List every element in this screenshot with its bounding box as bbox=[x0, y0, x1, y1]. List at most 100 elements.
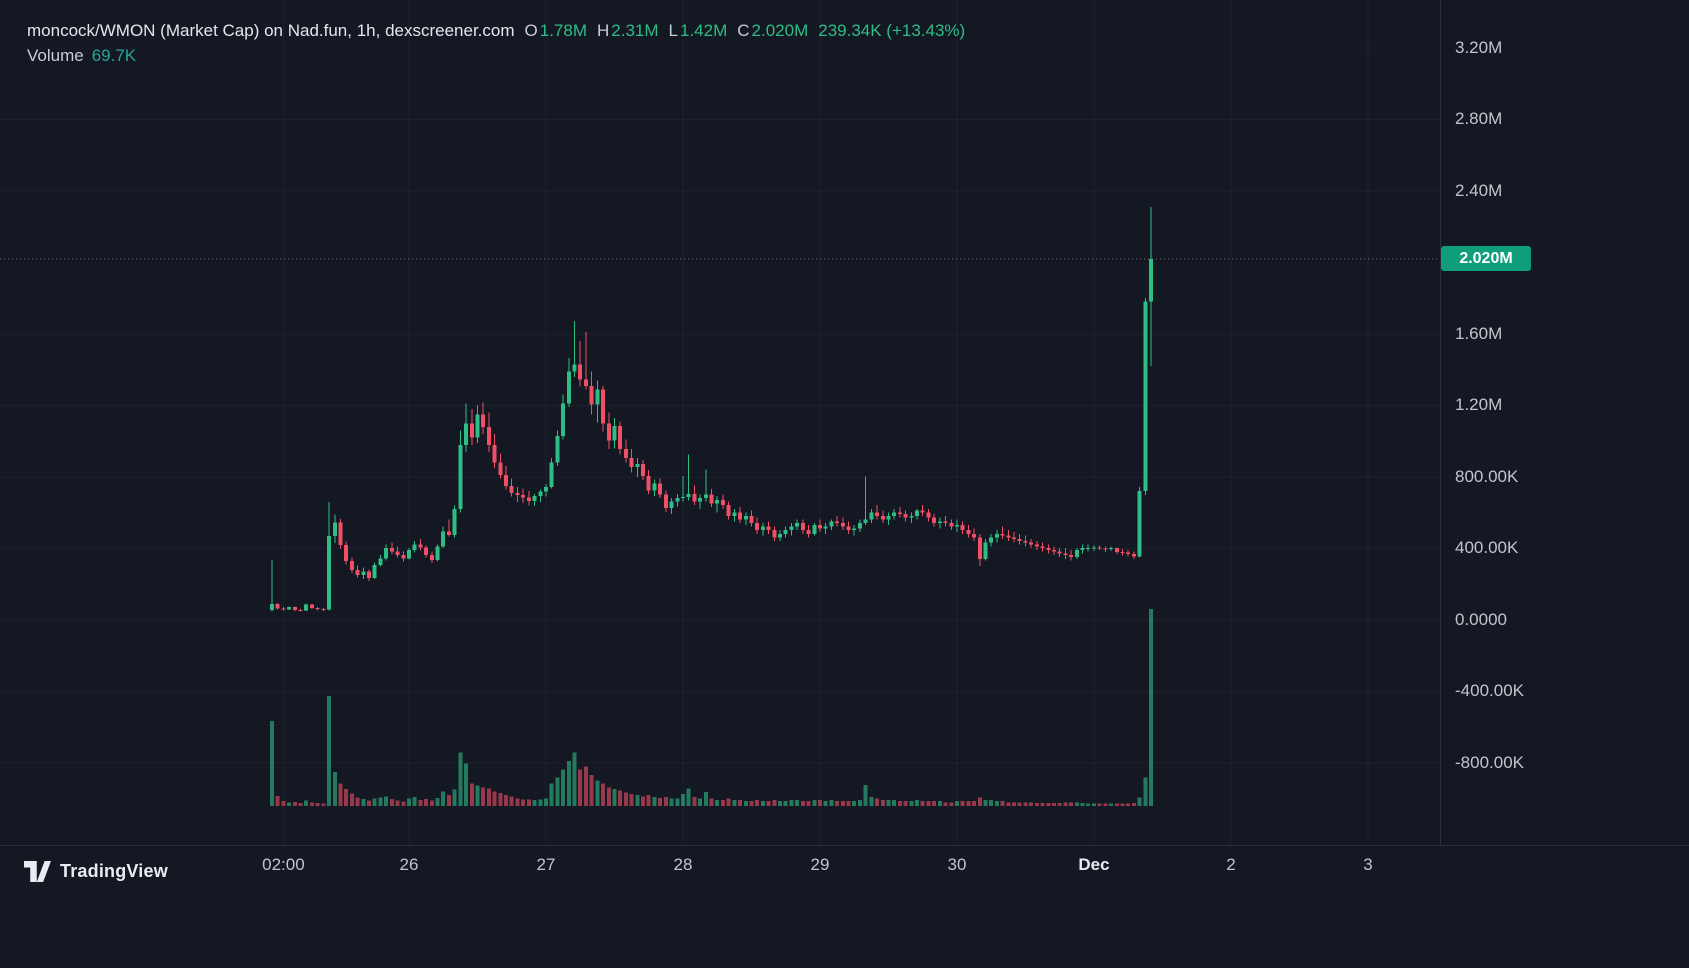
volume-bar bbox=[869, 796, 874, 806]
volume-bar bbox=[1103, 803, 1108, 806]
volume-bar bbox=[298, 803, 303, 806]
tradingview-logo-text: TradingView bbox=[60, 861, 168, 881]
volume-bar bbox=[1120, 803, 1125, 806]
volume-bar bbox=[498, 792, 503, 806]
candle-body bbox=[755, 523, 760, 531]
volume-bar bbox=[994, 801, 999, 806]
volume-bar bbox=[406, 798, 411, 806]
candle-body bbox=[875, 512, 880, 516]
candle-body bbox=[732, 512, 737, 516]
candle-body bbox=[1051, 549, 1056, 552]
candle-body bbox=[897, 512, 902, 515]
volume-bar bbox=[1137, 797, 1142, 806]
volume-bar bbox=[583, 766, 588, 806]
time-tick-label: 26 bbox=[399, 855, 419, 874]
candle-body bbox=[823, 526, 828, 529]
volume-bar bbox=[680, 793, 685, 806]
candle-body bbox=[538, 491, 543, 497]
candle-body bbox=[355, 569, 360, 575]
volume-bar bbox=[1017, 802, 1022, 806]
candle-body bbox=[623, 449, 628, 459]
candle-body bbox=[709, 494, 714, 504]
candle-body bbox=[595, 389, 600, 405]
price-axis[interactable]: 3.20M 2.80M 2.40M 1.60M 1.20M 800.00K 400.00K 0… bbox=[1440, 0, 1689, 845]
price-tick-label: 3.20M bbox=[1455, 37, 1503, 57]
candle-body bbox=[287, 607, 292, 610]
volume-bar bbox=[486, 788, 491, 806]
volume-bar bbox=[686, 788, 691, 806]
candle-body bbox=[680, 496, 685, 499]
volume-bar bbox=[1114, 803, 1119, 806]
candle-body bbox=[698, 498, 703, 502]
price-tick-label: -400.00K bbox=[1455, 681, 1524, 701]
candle-body bbox=[441, 531, 446, 547]
candle-body bbox=[509, 485, 514, 494]
candle-body bbox=[829, 521, 834, 527]
candle-body bbox=[446, 531, 451, 535]
candle-body bbox=[435, 546, 440, 561]
candle-body bbox=[1114, 548, 1119, 553]
volume-bar bbox=[287, 802, 292, 806]
volume-bar bbox=[646, 794, 651, 806]
candle-body bbox=[726, 505, 731, 516]
volume-bar bbox=[441, 791, 446, 806]
volume-bar bbox=[1069, 802, 1074, 806]
price-tick-label: 2.40M bbox=[1455, 180, 1503, 200]
volume-bar bbox=[458, 752, 463, 806]
volume-bar bbox=[1063, 802, 1068, 806]
volume-bar bbox=[475, 785, 480, 806]
price-tick-label: 1.60M bbox=[1455, 323, 1503, 343]
candle-body bbox=[1012, 537, 1017, 540]
time-tick-label: 2 bbox=[1226, 855, 1236, 874]
candle-body bbox=[315, 608, 320, 610]
candle-body bbox=[686, 493, 691, 497]
candle-body bbox=[983, 542, 988, 559]
candle-body bbox=[635, 464, 640, 468]
volume-bar bbox=[800, 801, 805, 806]
tradingview-watermark[interactable]: TradingView bbox=[24, 861, 168, 882]
volume-bar bbox=[749, 801, 754, 806]
volume-bar bbox=[783, 801, 788, 806]
candle-body bbox=[1120, 552, 1125, 554]
volume-bar bbox=[424, 799, 429, 806]
volume-bar bbox=[270, 721, 274, 806]
time-axis[interactable]: 02:00 26 27 28 29 30 Dec 2 3 bbox=[0, 845, 1689, 900]
volume-bar bbox=[532, 800, 537, 806]
volume-bar bbox=[372, 798, 377, 806]
volume-bar bbox=[629, 793, 634, 806]
candle-body bbox=[972, 533, 977, 538]
candle-body bbox=[772, 530, 777, 538]
candle-body bbox=[361, 571, 366, 575]
candle-body bbox=[966, 530, 971, 534]
volume-bar bbox=[389, 799, 394, 806]
candle-body bbox=[469, 423, 474, 438]
candle-body bbox=[521, 494, 526, 498]
volume-bar bbox=[977, 797, 982, 806]
open-value: 1.78M bbox=[539, 20, 587, 40]
candle-body bbox=[669, 501, 674, 509]
ohlc-open: O 1.78M bbox=[525, 21, 587, 41]
candle-body bbox=[646, 476, 651, 491]
symbol-title[interactable]: moncock/WMON (Market Cap) on Nad.fun, 1h… bbox=[27, 20, 515, 40]
candle-body bbox=[481, 414, 486, 427]
time-tick-label: 29 bbox=[810, 855, 830, 874]
candle-body bbox=[475, 414, 480, 438]
volume-bar bbox=[309, 802, 314, 806]
volume-bar bbox=[429, 800, 434, 806]
volume-bar bbox=[275, 796, 280, 806]
volume-bar bbox=[367, 800, 372, 806]
candle-body bbox=[840, 523, 845, 527]
low-label: L bbox=[668, 20, 678, 40]
volume-bar bbox=[1046, 802, 1051, 806]
volume-bar bbox=[857, 800, 862, 806]
candle-body bbox=[492, 444, 497, 463]
candle-body bbox=[292, 607, 297, 611]
volume-bar bbox=[515, 798, 520, 806]
candle-body bbox=[549, 462, 554, 487]
candle-body bbox=[806, 530, 811, 534]
volume-bar bbox=[778, 801, 783, 806]
candle-body bbox=[321, 609, 326, 611]
volume-bar bbox=[618, 790, 623, 806]
volume-bar bbox=[452, 789, 457, 806]
